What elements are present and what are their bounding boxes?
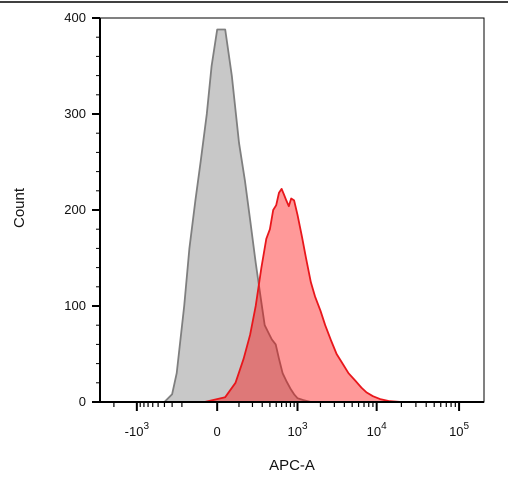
- y-axis-title: Count: [11, 187, 28, 228]
- y-tick-label-0: 0: [79, 394, 86, 409]
- x-tick-label-4: 105: [449, 421, 469, 439]
- x-tick-label-0: -103: [125, 421, 150, 439]
- x-tick-label-1: 0: [214, 424, 221, 439]
- x-axis-title: APC-A: [269, 457, 315, 474]
- x-tick-label-2: 103: [287, 421, 307, 439]
- series-0-line: [163, 28, 312, 403]
- series-1-line: [204, 188, 402, 403]
- axes-layer: 0 100 200 300 400 -103 0 103 104 105: [64, 10, 484, 439]
- series-1-area: [204, 188, 402, 402]
- y-tick-label-300: 300: [64, 106, 86, 121]
- y-tick-label-100: 100: [64, 298, 86, 313]
- x-tick-label-3: 104: [367, 421, 387, 439]
- series-0-area: [164, 29, 311, 402]
- y-tick-label-200: 200: [64, 202, 86, 217]
- y-tick-label-400: 400: [64, 10, 86, 25]
- series-layer: [163, 28, 402, 403]
